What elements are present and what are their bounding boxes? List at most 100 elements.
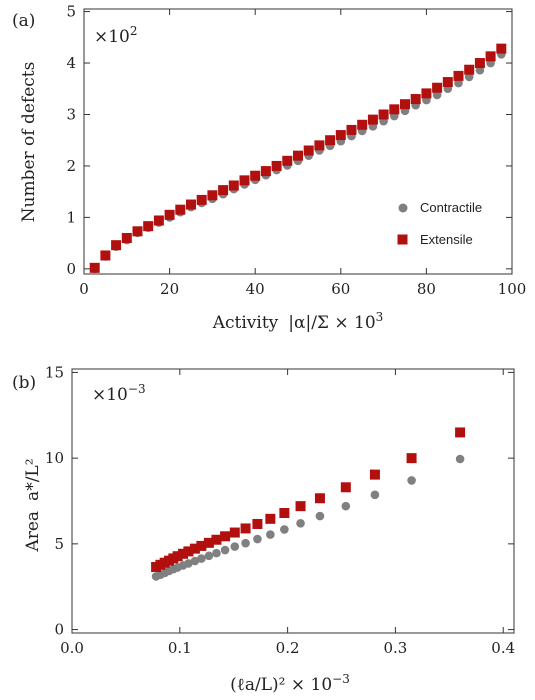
panel-a-x-axis-exp: 3: [376, 310, 384, 324]
data-point-extensile: [314, 493, 325, 504]
data-point-extensile: [220, 531, 231, 542]
data-point-extensile: [400, 99, 410, 110]
data-point-contractile: [253, 534, 262, 544]
data-point-extensile: [378, 109, 389, 120]
data-point-extensile: [474, 58, 485, 69]
data-point-extensile: [265, 513, 276, 524]
data-point-contractile: [432, 90, 442, 100]
data-point-extensile: [164, 209, 175, 220]
data-point-extensile: [239, 175, 250, 186]
data-point-extensile: [346, 124, 357, 135]
x-tick-label: 0: [79, 280, 89, 298]
data-point-contractile: [296, 518, 305, 528]
data-point-extensile: [293, 150, 303, 161]
panel-b-x-axis-exp: −3: [332, 672, 350, 686]
data-point-extensile: [367, 114, 378, 125]
panel-a-ticks: 0 20 40 60 80 100 0 1 2 3 4 5: [66, 3, 526, 298]
y-tick-label: 3: [66, 105, 76, 123]
y-tick-label: 5: [66, 3, 76, 21]
data-point-contractile: [197, 554, 206, 563]
x-tick-label: 80: [417, 280, 436, 298]
data-point-contractile: [241, 538, 250, 548]
x-tick-label: 60: [331, 280, 350, 298]
data-point-extensile: [282, 155, 293, 166]
data-point-extensile: [172, 551, 183, 562]
data-point-extensile: [111, 240, 122, 251]
data-point-extensile: [303, 145, 314, 156]
panel-b-label: (b): [12, 373, 36, 393]
data-point-extensile: [252, 518, 263, 529]
x-tick-label: 0.3: [383, 639, 407, 657]
data-point-extensile: [228, 180, 239, 191]
panel-a-multiplier-exp: 2: [130, 24, 138, 38]
panel-b-y-axis-math: a*/L²: [23, 458, 43, 500]
data-point-contractile: [190, 556, 200, 566]
data-point-extensile: [410, 94, 421, 105]
legend-extensile-label: Extensile: [420, 232, 473, 247]
panel-b: (b) 0.0 0.1 0.2 0.3 0.4 0 5 10 15 ×10−3 (ℓa/L)² …: [12, 363, 515, 695]
data-point-extensile: [211, 534, 222, 545]
data-point-extensile: [143, 221, 154, 232]
data-point-extensile: [406, 453, 417, 464]
data-point-extensile: [260, 166, 271, 177]
data-point-extensile: [314, 140, 325, 151]
data-point-extensile: [335, 130, 346, 141]
legend-extensile-marker: [397, 234, 408, 245]
x-tick-label: 0.2: [276, 639, 300, 657]
data-point-extensile: [89, 262, 100, 273]
data-point-extensile: [178, 548, 189, 559]
x-tick-label: 0.4: [491, 639, 515, 657]
data-point-extensile: [432, 82, 443, 93]
data-point-contractile: [212, 548, 221, 558]
data-point-extensile: [295, 501, 306, 512]
data-point-extensile: [189, 543, 200, 554]
data-point-contractile: [230, 542, 240, 551]
data-point-contractile: [370, 490, 380, 500]
data-point-extensile: [464, 64, 475, 75]
data-point-extensile: [207, 190, 218, 201]
data-point-extensile: [340, 482, 351, 493]
data-point-extensile: [421, 88, 432, 99]
data-point-contractile: [280, 525, 289, 534]
data-point-extensile: [279, 508, 290, 518]
panel-b-y-axis-title: Areaa*/L²: [23, 458, 43, 552]
data-point-extensile: [250, 170, 261, 181]
data-point-extensile: [453, 70, 464, 81]
panel-b-multiplier: ×10−3: [92, 382, 146, 405]
data-point-extensile: [455, 427, 466, 438]
panel-b-points: [151, 427, 466, 581]
data-point-contractile: [184, 559, 193, 568]
data-point-extensile: [218, 185, 229, 196]
legend-contractile-label: Contractile: [420, 200, 482, 215]
data-point-extensile: [271, 160, 282, 171]
data-point-extensile: [153, 215, 164, 226]
y-tick-label: 0: [66, 260, 76, 278]
panel-a-x-axis-math: |α|/Σ × 10: [288, 313, 375, 333]
data-point-contractile: [454, 78, 463, 88]
data-point-contractile: [220, 545, 230, 555]
data-point-extensile: [389, 104, 400, 115]
data-point-extensile: [240, 523, 251, 534]
x-tick-label: 40: [246, 280, 265, 298]
data-point-extensile: [485, 51, 496, 62]
data-point-extensile: [203, 537, 214, 548]
y-tick-label: 2: [66, 157, 76, 175]
data-point-extensile: [132, 226, 143, 237]
panel-b-plot-frame: [71, 368, 515, 634]
data-point-extensile: [325, 135, 336, 146]
data-point-contractile: [341, 501, 351, 511]
data-point-extensile: [196, 194, 207, 205]
x-tick-label: 20: [160, 280, 179, 298]
y-tick-label: 10: [45, 449, 64, 467]
panel-b-ticks: 0.0 0.1 0.2 0.3 0.4 0 5 10 15: [45, 363, 515, 657]
data-point-extensile: [357, 119, 368, 130]
data-point-contractile: [464, 72, 474, 82]
data-point-contractile: [455, 454, 465, 464]
data-point-extensile: [183, 546, 194, 557]
panel-a-multiplier: ×102: [94, 24, 138, 47]
panel-a: (a) 0 20 40 60 80 100 0 1 2 3 4 5 ×102 Contractile …: [12, 3, 526, 333]
y-tick-label: 4: [66, 54, 76, 72]
data-point-extensile: [496, 43, 507, 54]
panel-a-points: [89, 43, 507, 274]
